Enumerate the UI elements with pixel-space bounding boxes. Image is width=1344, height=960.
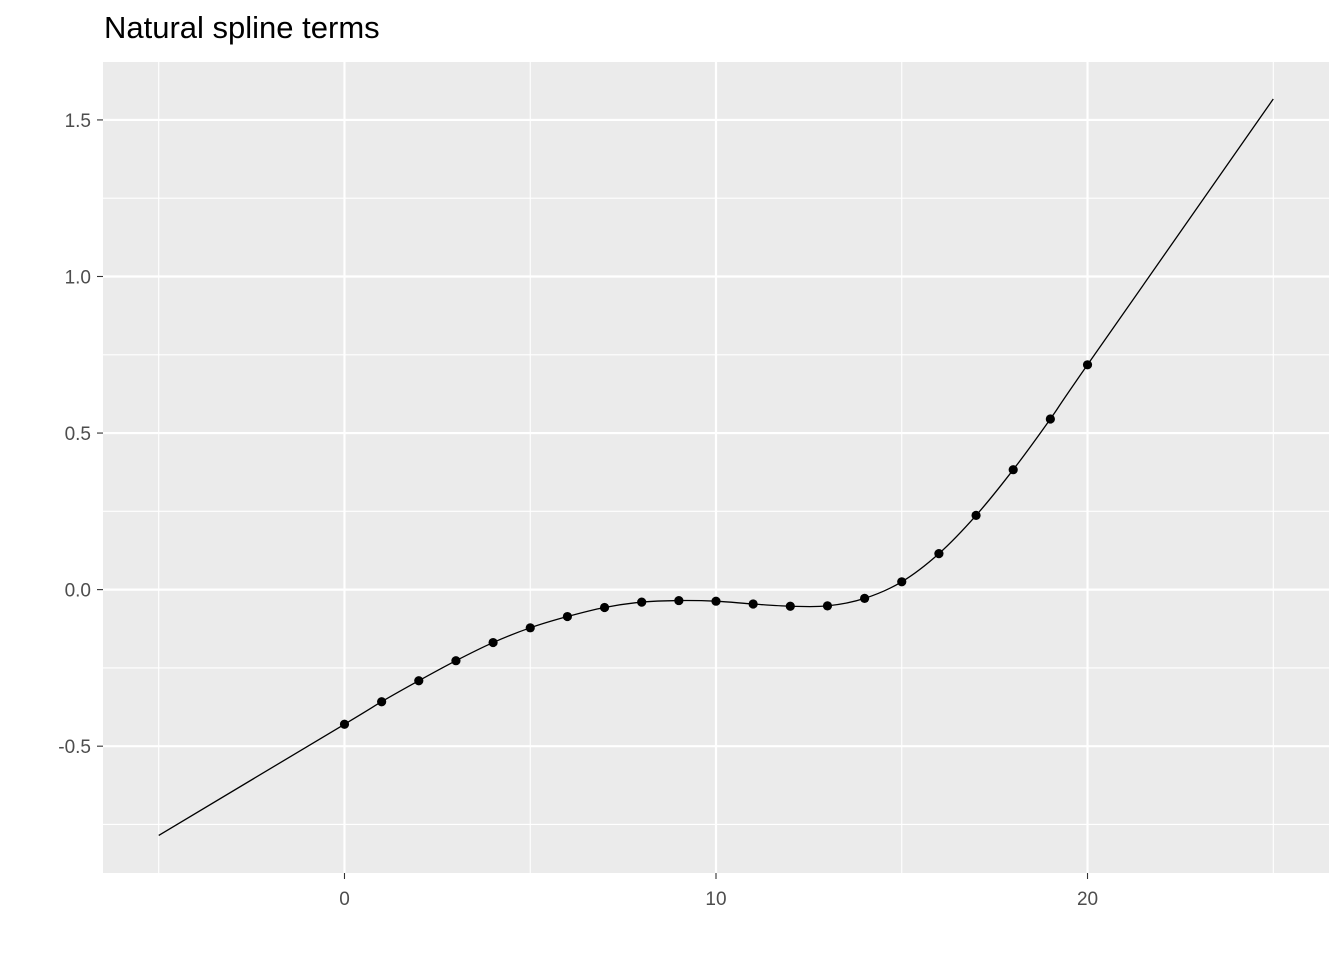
data-point [748, 599, 758, 609]
data-point [860, 593, 870, 603]
data-point [451, 656, 461, 666]
data-point [971, 510, 981, 521]
data-point [377, 697, 387, 707]
data-point [339, 719, 350, 729]
data-point [674, 595, 684, 606]
x-tick-label: 10 [705, 889, 726, 910]
data-point [1082, 360, 1093, 370]
data-point [934, 549, 944, 559]
y-tick-label: 0.0 [65, 581, 91, 602]
x-tick-label: 0 [339, 889, 350, 910]
y-tick-label: -0.5 [58, 737, 91, 758]
data-point [711, 596, 721, 606]
y-tick-label: 1.0 [65, 267, 91, 288]
y-tick-label: 0.5 [65, 424, 91, 445]
y-tick-label: 1.5 [65, 111, 91, 132]
data-point [414, 676, 424, 686]
data-point [637, 597, 647, 607]
data-point [785, 601, 795, 611]
data-point [525, 623, 535, 633]
x-tick-label: 20 [1077, 889, 1098, 910]
data-point [822, 601, 833, 611]
data-point [599, 602, 610, 613]
chart-title: Natural spline terms [104, 10, 380, 45]
data-point [562, 611, 572, 622]
data-point [488, 637, 498, 648]
data-point [1008, 465, 1018, 475]
data-point [897, 577, 907, 587]
spline-line [158, 98, 1274, 836]
data-point [1045, 414, 1055, 424]
